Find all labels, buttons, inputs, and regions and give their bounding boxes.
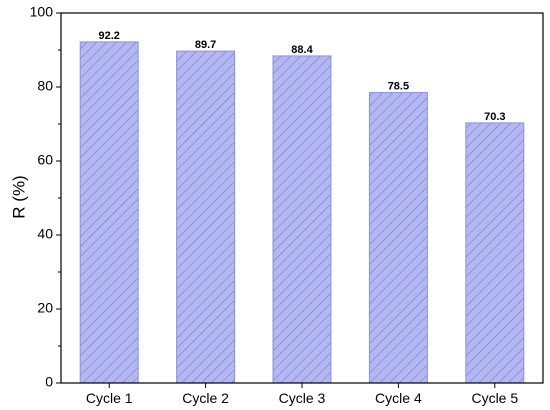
x-ticks-group: Cycle 1 Cycle 2 Cycle 3 Cycle 4 Cycle 5 [86,383,518,406]
x-tick-label-3: Cycle 3 [279,390,326,406]
bar-value-label-4: 78.5 [388,81,409,93]
x-tick-label-5: Cycle 5 [471,390,518,406]
bar-2 [176,50,236,384]
y-tick-label-60: 60 [37,152,53,168]
y-tick-label-0: 0 [45,374,53,390]
bar-4 [368,92,428,384]
y-tick-label-40: 40 [37,226,53,242]
x-tick-label-2: Cycle 2 [182,390,229,406]
bar-value-label-5: 70.3 [484,111,505,123]
y-tick-label-100: 100 [30,4,54,20]
bars-group [79,41,525,384]
y-tick-label-80: 80 [37,78,53,94]
y-axis-title: R (%) [9,175,28,218]
data-labels-group: 92.2 89.7 88.4 78.5 70.3 [98,30,505,123]
bar-value-label-1: 92.2 [98,30,119,42]
bar-value-label-2: 89.7 [195,39,216,51]
bar-value-label-3: 88.4 [291,44,313,56]
bar-5 [465,122,525,384]
y-tick-label-20: 20 [37,300,53,316]
bar-1 [79,41,139,384]
y-ticks-group: 0 20 40 60 80 100 [30,4,61,390]
bar-3 [272,55,332,384]
x-tick-label-1: Cycle 1 [86,390,133,406]
x-tick-label-4: Cycle 4 [375,390,422,406]
